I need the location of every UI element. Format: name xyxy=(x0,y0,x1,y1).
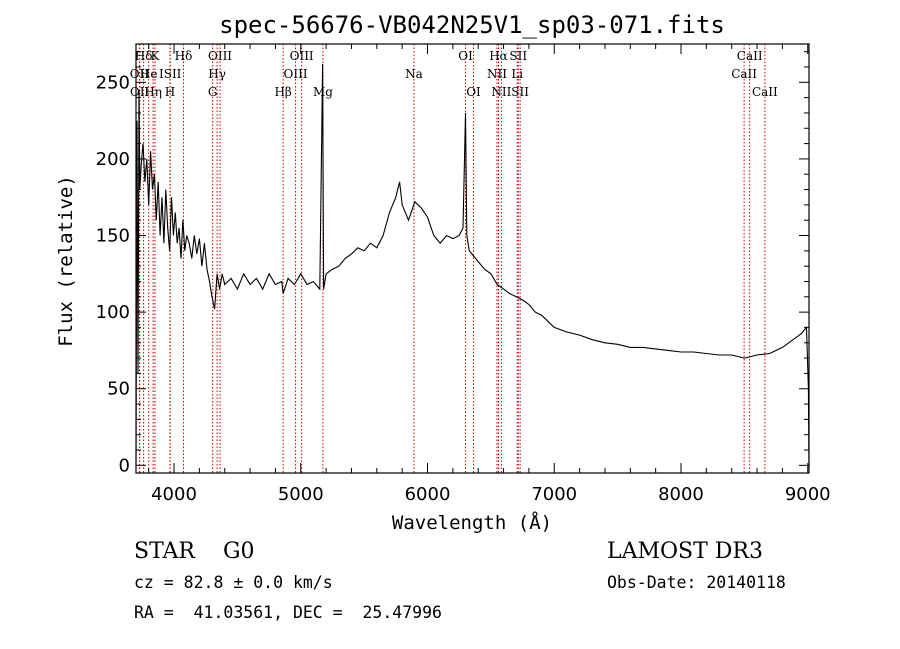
y-tick-label: 100 xyxy=(96,302,130,323)
line-label: OIII xyxy=(284,67,308,81)
line-label: ISII xyxy=(159,67,182,81)
line-label: G xyxy=(208,85,218,99)
line-label: NII xyxy=(491,85,511,99)
line-label: Hη xyxy=(144,85,162,99)
line-label: Na xyxy=(405,67,423,81)
line-label: CaII xyxy=(737,49,763,63)
line-label: OII xyxy=(130,85,150,99)
line-label: He xyxy=(140,67,158,81)
line-label: OIII xyxy=(208,49,232,63)
x-tick-label: 4000 xyxy=(151,484,197,505)
x-tick-label: 6000 xyxy=(405,484,451,505)
x-tick-label: 5000 xyxy=(278,484,324,505)
spectrum-series xyxy=(135,63,810,466)
chart-title: spec-56676-VB042N25V1_sp03-071.fits xyxy=(219,11,725,39)
line-label: Hγ xyxy=(208,67,226,81)
survey-name: LAMOST DR3 xyxy=(607,539,763,564)
object-class: STAR G0 xyxy=(134,539,255,564)
line-label: Li xyxy=(511,67,523,81)
y-tick-label: 150 xyxy=(96,226,130,247)
line-label: CaII xyxy=(731,67,757,81)
line-label: SII xyxy=(511,85,529,99)
line-label: Hδ xyxy=(135,49,153,63)
y-tick-label: 50 xyxy=(107,379,130,400)
obs-date-text: Obs-Date: 20140118 xyxy=(607,573,786,592)
y-tick-label: 0 xyxy=(119,455,130,476)
line-label: K xyxy=(151,49,161,63)
redshift-text: cz = 82.8 ± 0.0 km/s xyxy=(134,573,333,592)
plot-frame xyxy=(135,43,810,474)
line-label: H xyxy=(165,85,175,99)
line-label: OI xyxy=(458,49,473,63)
x-tick-label: 8000 xyxy=(658,484,704,505)
line-label: Hδ xyxy=(175,49,193,63)
y-axis-ticks: 0 50 100 150 200 250 xyxy=(96,51,809,476)
line-label: SII xyxy=(509,49,527,63)
y-axis-label: Flux (relative) xyxy=(55,175,77,347)
line-label: OIII xyxy=(290,49,314,63)
line-markers xyxy=(138,44,766,473)
x-axis-ticks: 4000 5000 6000 7000 8000 9000 xyxy=(148,44,831,505)
line-label: NII xyxy=(487,67,507,81)
line-label: CaII xyxy=(752,85,778,99)
y-tick-label: 250 xyxy=(96,72,130,93)
y-tick-label: 200 xyxy=(96,149,130,170)
line-label: Hα xyxy=(489,49,508,63)
line-label: OII xyxy=(130,67,150,81)
x-axis-label: Wavelength (Å) xyxy=(392,511,552,534)
x-tick-label: 9000 xyxy=(785,484,831,505)
coordinates-text: RA = 41.03561, DEC = 25.47996 xyxy=(134,603,442,622)
line-label: OI xyxy=(466,85,481,99)
x-tick-label: 7000 xyxy=(531,484,577,505)
line-label: Hβ xyxy=(274,85,291,99)
